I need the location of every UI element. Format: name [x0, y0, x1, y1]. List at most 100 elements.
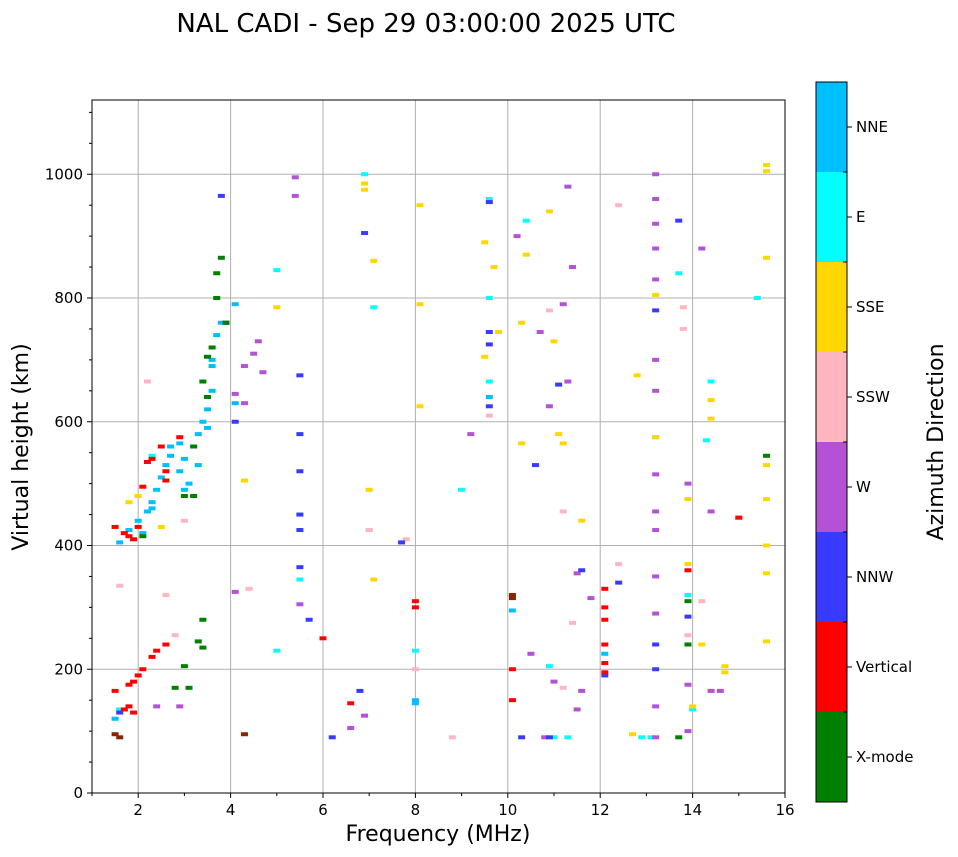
echo-mark-sse	[684, 497, 692, 502]
echo-mark-sse	[763, 255, 771, 260]
echo-mark-nne	[208, 357, 216, 362]
plot-area	[92, 100, 785, 793]
chart-title: NAL CADI - Sep 29 03:00:00 2025 UTC	[176, 9, 675, 39]
x-axis-ticks: 2 4 6 8 10 12 14 16	[91, 793, 795, 819]
echo-mark-vertical	[508, 698, 516, 703]
echo-mark-vertical	[125, 682, 133, 687]
echo-mark-ssw	[615, 203, 623, 208]
echo-mark-sse	[545, 209, 553, 214]
echo-mark-nne	[601, 651, 609, 656]
echo-mark-e	[638, 735, 646, 740]
echo-mark-sse	[652, 435, 660, 440]
echo-mark-vertical	[162, 469, 170, 474]
colorbar-frame	[815, 81, 848, 803]
echo-mark-nne	[231, 401, 239, 406]
echo-mark-nnw	[328, 735, 336, 740]
echo-mark-nnw	[217, 193, 225, 198]
echo-mark-nnw	[296, 373, 304, 378]
echo-mark-sse	[707, 398, 715, 403]
echo-mark-e	[564, 735, 572, 740]
echo-mark-vertical	[684, 568, 692, 573]
echo-mark-nnw	[485, 200, 493, 205]
echo-mark-nnw	[578, 568, 586, 573]
echo-mark-sse	[157, 524, 165, 529]
echo-mark-x-mode	[222, 320, 230, 325]
colorbar: X-mode Vertical NNW W SSW SSE E NNE	[815, 81, 913, 803]
echo-mark-sse	[555, 432, 563, 437]
echo-mark-sse	[518, 441, 526, 446]
echo-mark-sse	[481, 240, 489, 245]
echo-mark-other	[116, 735, 124, 740]
echo-mark-e	[647, 735, 655, 740]
echo-mark-vertical	[601, 586, 609, 591]
x-tick-label: 8	[411, 801, 421, 819]
echo-mark-nnw	[684, 614, 692, 619]
echo-mark-nnw	[675, 218, 683, 223]
echo-mark-sse	[416, 302, 424, 307]
echo-mark-vertical	[120, 707, 128, 712]
echo-mark-w	[684, 729, 692, 734]
echo-mark-e	[689, 707, 697, 712]
echo-mark-nne	[508, 608, 516, 613]
echo-mark-w	[652, 357, 660, 362]
x-tick-label: 16	[775, 801, 794, 819]
echo-mark-nnw	[555, 382, 563, 387]
echo-mark-ssw	[162, 593, 170, 597]
echo-mark-e	[411, 648, 419, 653]
echo-mark-e	[684, 593, 692, 597]
echo-mark-sse	[522, 252, 530, 257]
echo-mark-vertical	[162, 642, 170, 647]
echo-mark-x-mode	[204, 354, 211, 359]
echo-mark-nne	[180, 487, 188, 492]
echo-mark-vertical	[139, 667, 147, 672]
echo-mark-sse	[763, 463, 771, 468]
echo-mark-sse	[370, 258, 378, 263]
plot-frame	[91, 99, 786, 794]
echo-mark-vertical	[148, 654, 156, 659]
echo-mark-vertical	[143, 459, 151, 464]
colorbar-segment	[816, 172, 847, 262]
echo-mark-w	[240, 364, 248, 369]
echo-mark-w	[231, 391, 239, 396]
echo-mark-sse	[633, 373, 641, 378]
echo-mark-x-mode	[185, 685, 193, 690]
echo-mark-vertical	[735, 515, 743, 520]
echo-mark-vertical	[601, 670, 609, 675]
echo-mark-ssw	[143, 379, 151, 384]
y-tick-label: 0	[73, 784, 83, 802]
echo-mark-vertical	[601, 661, 609, 666]
echo-mark-sse	[490, 265, 498, 270]
echo-mark-e	[458, 487, 466, 492]
echo-mark-w	[652, 735, 660, 740]
echo-mark-w	[707, 688, 715, 693]
echo-mark-x-mode	[204, 395, 211, 399]
echo-mark-nne	[167, 453, 175, 458]
echo-mark-w	[176, 704, 184, 709]
echo-mark-nnw	[296, 432, 304, 437]
echo-mark-nne	[162, 463, 170, 468]
echo-mark-ssw	[698, 599, 706, 604]
echo-mark-e	[550, 735, 558, 740]
echo-mark-w	[527, 651, 535, 656]
echo-mark-vertical	[125, 534, 133, 539]
echo-mark-vertical	[148, 456, 156, 461]
echo-mark-ssw	[545, 308, 553, 313]
echo-mark-ssw	[684, 633, 692, 638]
echo-mark-w	[578, 688, 586, 693]
echo-mark-x-mode	[213, 296, 221, 300]
y-axis-label: Virtual height (km)	[9, 343, 34, 550]
colorbar-segment	[816, 82, 847, 172]
colorbar-label-vertical: Vertical	[856, 658, 912, 676]
echo-mark-sse	[361, 187, 369, 192]
echo-mark-nnw	[361, 231, 369, 236]
data-marks	[111, 162, 771, 740]
echo-mark-nne	[485, 395, 493, 399]
echo-mark-w	[716, 688, 724, 693]
echo-mark-e	[116, 707, 124, 712]
echo-mark-x-mode	[171, 685, 179, 690]
colorbar-label-nne: NNE	[856, 118, 888, 136]
x-tick-label: 2	[133, 801, 143, 819]
echo-mark-vertical	[130, 710, 138, 715]
colorbar-label-nnw: NNW	[856, 568, 893, 586]
